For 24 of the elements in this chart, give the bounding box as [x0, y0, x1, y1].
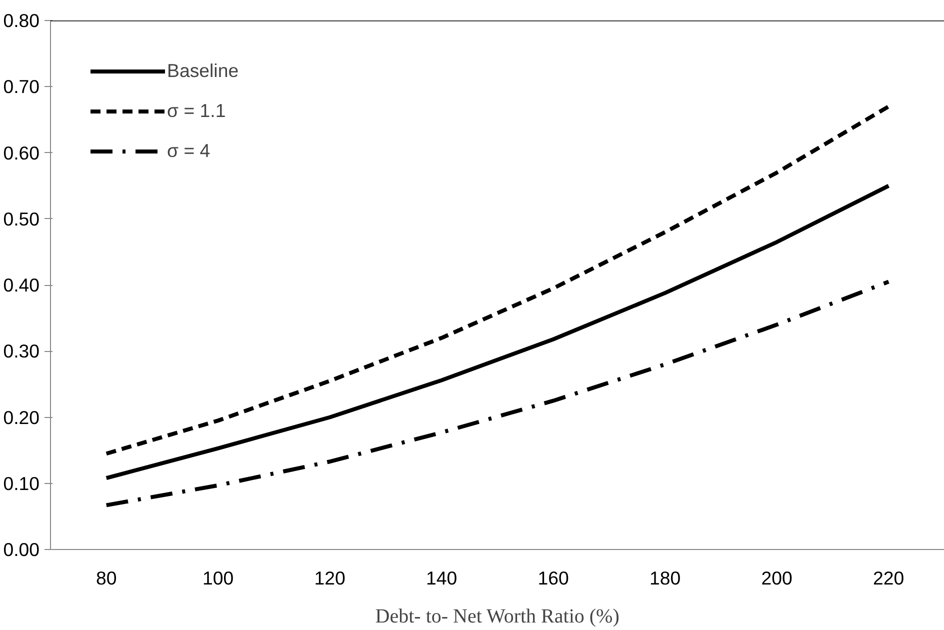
x-tick-label: 180	[650, 568, 681, 588]
y-tick-label: 0.50	[3, 208, 40, 230]
x-tick-label: 140	[426, 568, 458, 588]
y-tick-label: 0.60	[3, 142, 40, 164]
y-tick-label: 0.10	[3, 472, 40, 494]
x-tick-label: 160	[538, 568, 569, 588]
line-series	[104, 104, 891, 456]
legend-label: σ = 4	[167, 140, 210, 162]
y-tick-label: 0.00	[3, 539, 40, 560]
legend-label: σ = 1.1	[167, 100, 226, 122]
line-series	[104, 280, 891, 508]
x-tick-label: 80	[96, 568, 117, 588]
x-tick-label: 100	[202, 568, 234, 588]
y-tick-label: 0.80	[3, 10, 40, 31]
x-tick-label: 120	[314, 568, 346, 588]
x-tick-label: 200	[761, 568, 792, 588]
legend-label: Baseline	[167, 60, 239, 82]
y-tick-label: 0.30	[3, 340, 40, 362]
y-tick-label: 0.40	[3, 274, 40, 296]
line-series	[104, 184, 891, 480]
x-tick-label: 220	[873, 568, 904, 588]
y-tick-label: 0.20	[3, 406, 40, 428]
x-axis-title: Debt- to- Net Worth Ratio (%)	[375, 606, 620, 628]
y-tick-label: 0.70	[3, 76, 40, 98]
